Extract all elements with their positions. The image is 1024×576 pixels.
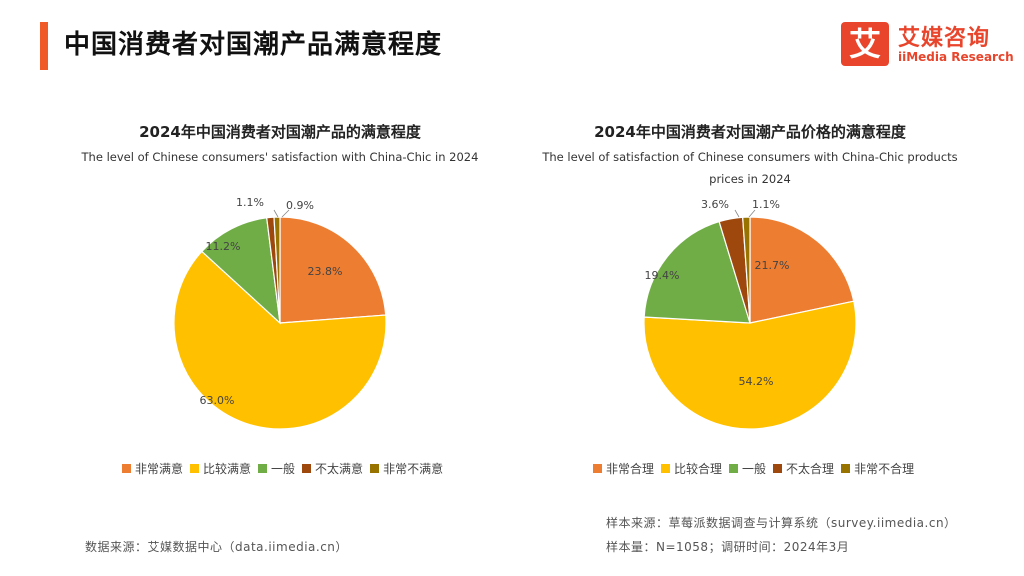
chart2-legend-label-3: 不太合理 bbox=[786, 462, 835, 476]
sample-size-note: 样本量：N=1058；调研时间：2024年3月 bbox=[606, 540, 850, 554]
chart2-slice-0 bbox=[749, 216, 855, 324]
chart1-leader-line-3 bbox=[273, 209, 279, 218]
sample-source-note: 样本来源：草莓派数据调查与计算系统（survey.iimedia.cn） bbox=[606, 516, 957, 530]
data-source-note: 数据来源：艾媒数据中心（data.iimedia.cn） bbox=[85, 540, 348, 554]
chart1-slice-2 bbox=[200, 217, 281, 325]
chart1-legend-label-0: 非常满意 bbox=[135, 462, 184, 476]
chart2-legend-swatch-1 bbox=[661, 464, 671, 473]
chart2-legend-label-0: 非常合理 bbox=[606, 462, 655, 476]
chart1-legend-label-2: 一般 bbox=[271, 462, 296, 476]
chart1-legend-swatch-4 bbox=[370, 464, 380, 473]
page-title: 中国消费者对国潮产品满意程度 bbox=[64, 30, 443, 60]
chart1-legend-label-3: 不太满意 bbox=[315, 462, 364, 476]
chart2-legend-swatch-0 bbox=[593, 464, 602, 473]
chart2-legend-item-2: 一般 bbox=[729, 460, 766, 477]
chart1-data-label-2: 11.2% bbox=[206, 240, 241, 253]
chart2-legend-label-2: 一般 bbox=[742, 462, 767, 476]
chart1-slice-4 bbox=[273, 216, 281, 324]
chart1-data-label-1: 63.0% bbox=[200, 394, 235, 407]
chart2-legend-swatch-3 bbox=[773, 464, 783, 473]
chart2-legend-item-0: 非常合理 bbox=[593, 460, 654, 477]
chart2-leader-line-3 bbox=[734, 209, 740, 218]
chart1-legend-swatch-3 bbox=[302, 464, 312, 473]
chart2-pie: 21.7% 54.2% 19.4% 3.6% 1.1% bbox=[643, 198, 857, 430]
chart1-title: 2024年中国消费者对国潮产品的满意程度 bbox=[139, 123, 421, 141]
chart2-title: 2024年中国消费者对国潮产品价格的满意程度 bbox=[594, 123, 906, 141]
chart2-data-label-0: 21.7% bbox=[755, 259, 790, 272]
chart2-data-label-3: 3.6% bbox=[701, 198, 729, 211]
chart1-data-label-0: 23.8% bbox=[308, 265, 343, 278]
chart1-slice-0 bbox=[279, 216, 387, 324]
chart2-legend-label-1: 比较合理 bbox=[674, 462, 723, 476]
chart1-legend-item-1: 比较满意 bbox=[190, 460, 251, 477]
chart1-legend-swatch-2 bbox=[258, 464, 268, 473]
chart1-pie: 23.8% 63.0% 11.2% 1.1% 0.9% bbox=[173, 196, 387, 430]
chart2-leader-line-4 bbox=[748, 209, 756, 218]
iimedia-logo: 艾 艾媒咨询 iiMedia Research bbox=[841, 22, 1021, 70]
chart2-slice-2 bbox=[643, 220, 751, 324]
logo-mark: 艾 bbox=[841, 22, 889, 66]
chart1-data-label-4: 0.9% bbox=[286, 199, 314, 212]
chart1-legend-swatch-0 bbox=[122, 464, 131, 473]
chart2-legend-item-1: 比较合理 bbox=[661, 460, 722, 477]
chart1-legend-item-2: 一般 bbox=[258, 460, 295, 477]
chart1-legend-item-0: 非常满意 bbox=[122, 460, 183, 477]
chart1-legend-item-4: 非常不满意 bbox=[370, 460, 443, 477]
chart1-legend: 非常满意 比较满意 一般 不太满意 非常不满意 bbox=[122, 460, 450, 477]
chart2-data-label-1: 54.2% bbox=[739, 375, 774, 388]
chart1-legend-swatch-1 bbox=[190, 464, 200, 473]
chart2-legend-swatch-2 bbox=[729, 464, 739, 473]
chart1-legend-label-1: 比较满意 bbox=[203, 462, 252, 476]
chart2-data-label-4: 1.1% bbox=[752, 198, 780, 211]
chart2-legend-label-4: 非常不合理 bbox=[854, 462, 915, 476]
chart2-data-label-2: 19.4% bbox=[645, 269, 680, 282]
chart2-legend-item-4: 非常不合理 bbox=[841, 460, 914, 477]
chart2-slice-4 bbox=[742, 216, 751, 324]
chart2-legend: 非常合理 比较合理 一般 不太合理 非常不合理 bbox=[593, 460, 921, 477]
chart1-leader-line-4 bbox=[281, 209, 290, 218]
logo-chinese-name: 艾媒咨询 bbox=[898, 26, 991, 51]
chart1-data-label-3: 1.1% bbox=[236, 196, 264, 209]
chart1-legend-item-3: 不太满意 bbox=[302, 460, 363, 477]
chart1-slice-1 bbox=[173, 250, 387, 430]
logo-english-name: iiMedia Research bbox=[898, 50, 1014, 64]
chart1-legend-label-4: 非常不满意 bbox=[383, 462, 444, 476]
chart2-legend-swatch-4 bbox=[841, 464, 851, 473]
chart1-subtitle: The level of Chinese consumers' satisfac… bbox=[81, 150, 479, 164]
title-accent-bar bbox=[40, 22, 48, 70]
chart2-legend-item-3: 不太合理 bbox=[773, 460, 834, 477]
chart2-slice-1 bbox=[643, 300, 857, 430]
chart2-subtitle: The level of satisfaction of Chinese con… bbox=[542, 150, 958, 186]
